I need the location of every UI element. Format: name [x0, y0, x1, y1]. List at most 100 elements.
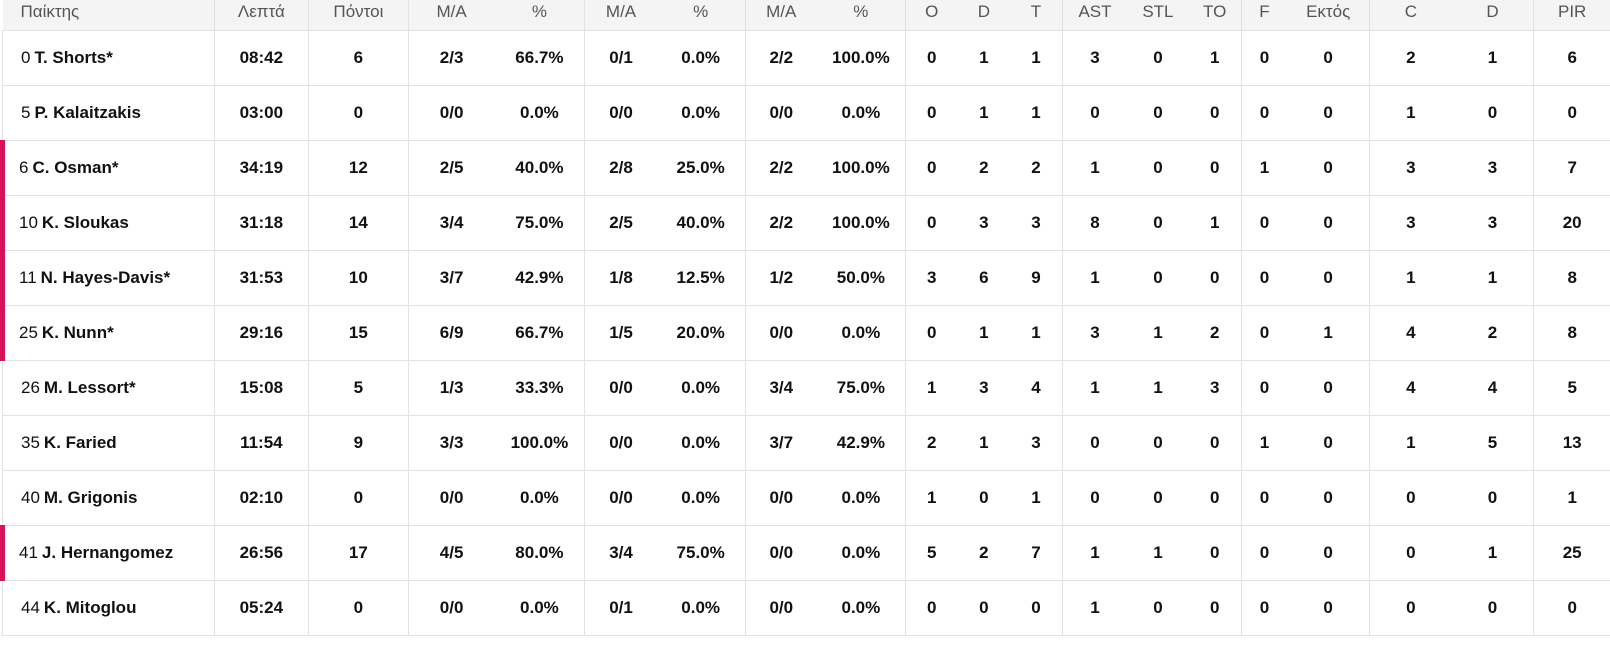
header-total-rebounds[interactable]: T — [1010, 0, 1063, 31]
stat-steals: 0 — [1127, 250, 1189, 306]
stat-assists: 1 — [1062, 140, 1128, 196]
stat-ft-pct: 0.0% — [816, 85, 906, 141]
player-cell[interactable]: 10 K. Sloukas — [0, 195, 215, 251]
stat-blocks-against: 0 — [1287, 415, 1371, 471]
stat-tot-reb: 1 — [1010, 30, 1063, 86]
stat-pir: 20 — [1533, 195, 1610, 251]
player-cell[interactable]: 0 T. Shorts* — [2, 30, 215, 86]
header-2pt-pct[interactable]: % — [494, 0, 586, 31]
player-name[interactable]: P. Kalaitzakis — [34, 103, 141, 122]
header-3pt-made-attempted[interactable]: Μ/Α — [584, 0, 657, 31]
stat-points: 0 — [308, 85, 409, 141]
stat-steals: 1 — [1127, 360, 1189, 416]
stat-fouls-committed: 3 — [1369, 140, 1452, 196]
header-2pt-made-attempted[interactable]: Μ/Α — [408, 0, 495, 31]
header-def-rebounds[interactable]: D — [957, 0, 1011, 31]
header-off-rebounds[interactable]: O — [905, 0, 958, 31]
stat-assists: 1 — [1062, 250, 1128, 306]
player-name[interactable]: T. Shorts* — [34, 48, 113, 67]
stat-off-reb: 2 — [905, 415, 958, 471]
stat-steals: 0 — [1127, 470, 1189, 526]
stat-tot-reb: 1 — [1010, 85, 1063, 141]
stat-def-reb: 2 — [957, 140, 1011, 196]
stat-3pt-ma: 3/4 — [584, 525, 657, 581]
player-name[interactable]: J. Hernangomez — [41, 543, 174, 562]
stat-def-reb: 0 — [957, 470, 1011, 526]
stat-2pt-ma: 3/3 — [408, 415, 495, 471]
player-cell[interactable]: 44 K. Mitoglou — [2, 580, 215, 636]
stat-fouls-drawn: 4 — [1451, 360, 1535, 416]
header-turnovers[interactable]: TO — [1188, 0, 1242, 31]
table-row: 41 J. Hernangomez 26:56 17 4/5 80.0% 3/4 75.0% 0… — [0, 525, 1610, 581]
player-cell[interactable]: 5 P. Kalaitzakis — [2, 85, 215, 141]
header-ft-pct[interactable]: % — [816, 0, 906, 31]
stat-def-reb: 1 — [957, 305, 1011, 361]
player-name[interactable]: K. Nunn* — [41, 323, 114, 342]
header-assists[interactable]: AST — [1062, 0, 1128, 31]
stat-2pt-pct: 0.0% — [494, 580, 586, 636]
stat-3pt-pct: 0.0% — [656, 360, 746, 416]
stat-blocks-for: 1 — [1241, 415, 1288, 471]
stat-minutes: 15:08 — [214, 360, 310, 416]
table-row: 0 T. Shorts* 08:42 6 2/3 66.7% 0/1 0.0% 2/2 100.0… — [2, 30, 1610, 86]
player-number: 40 — [21, 488, 40, 507]
player-number: 41 — [19, 543, 38, 562]
stat-steals: 0 — [1127, 140, 1189, 196]
header-blocks-for[interactable]: F — [1241, 0, 1288, 31]
stat-off-reb: 0 — [905, 305, 958, 361]
stat-assists: 0 — [1062, 85, 1128, 141]
stat-off-reb: 0 — [905, 140, 958, 196]
player-name[interactable]: K. Sloukas — [41, 213, 129, 232]
player-number: 25 — [19, 323, 38, 342]
player-name[interactable]: M. Lessort* — [43, 378, 136, 397]
player-number: 26 — [21, 378, 40, 397]
header-points[interactable]: Πόντοι — [308, 0, 409, 31]
stat-steals: 0 — [1127, 30, 1189, 86]
header-3pt-pct[interactable]: % — [656, 0, 746, 31]
header-fouls-committed[interactable]: C — [1369, 0, 1452, 31]
header-ft-made-attempted[interactable]: Μ/Α — [745, 0, 817, 31]
table-row: 35 K. Faried 11:54 9 3/3 100.0% 0/0 0.0% 3/7 42.9… — [2, 415, 1610, 471]
stat-ft-pct: 100.0% — [816, 140, 906, 196]
player-name[interactable]: K. Mitoglou — [43, 598, 137, 617]
stat-3pt-pct: 0.0% — [656, 470, 746, 526]
header-blocks-against[interactable]: Εκτός — [1287, 0, 1371, 31]
player-name[interactable]: N. Hayes-Davis* — [40, 268, 171, 287]
player-cell[interactable]: 40 M. Grigonis — [2, 470, 215, 526]
stat-assists: 1 — [1062, 580, 1128, 636]
stat-minutes: 08:42 — [214, 30, 310, 86]
player-cell[interactable]: 35 K. Faried — [2, 415, 215, 471]
player-cell[interactable]: 6 C. Osman* — [0, 140, 215, 196]
header-player[interactable]: Παίκτης — [2, 0, 215, 31]
player-cell[interactable]: 26 M. Lessort* — [2, 360, 215, 416]
player-cell[interactable]: 25 K. Nunn* — [0, 305, 215, 361]
stat-3pt-pct: 12.5% — [656, 250, 746, 306]
player-name[interactable]: C. Osman* — [32, 158, 119, 177]
stat-steals: 0 — [1127, 85, 1189, 141]
player-cell[interactable]: 11 N. Hayes-Davis* — [0, 250, 215, 306]
stat-3pt-pct: 0.0% — [656, 580, 746, 636]
header-minutes[interactable]: Λεπτά — [214, 0, 310, 31]
stat-points: 0 — [308, 580, 409, 636]
stat-ft-ma: 0/0 — [745, 85, 817, 141]
stat-tot-reb: 9 — [1010, 250, 1063, 306]
stat-assists: 1 — [1062, 360, 1128, 416]
stat-ft-ma: 1/2 — [745, 250, 817, 306]
header-fouls-drawn[interactable]: D — [1451, 0, 1535, 31]
stat-3pt-ma: 0/0 — [584, 85, 657, 141]
header-pir[interactable]: PIR — [1533, 0, 1610, 31]
player-cell[interactable]: 41 J. Hernangomez — [0, 525, 215, 581]
stat-3pt-ma: 0/1 — [584, 30, 657, 86]
stat-minutes: 26:56 — [214, 525, 310, 581]
table-row: 44 K. Mitoglou 05:24 0 0/0 0.0% 0/1 0.0% 0/0 0.0%… — [2, 580, 1610, 636]
stat-ft-ma: 0/0 — [745, 580, 817, 636]
stat-2pt-ma: 1/3 — [408, 360, 495, 416]
stat-ft-ma: 0/0 — [745, 470, 817, 526]
stat-turnovers: 0 — [1188, 250, 1242, 306]
header-steals[interactable]: STL — [1127, 0, 1189, 31]
stat-ft-ma: 0/0 — [745, 305, 817, 361]
player-name[interactable]: M. Grigonis — [43, 488, 138, 507]
stat-steals: 0 — [1127, 195, 1189, 251]
stat-points: 6 — [308, 30, 409, 86]
player-name[interactable]: K. Faried — [43, 433, 117, 452]
